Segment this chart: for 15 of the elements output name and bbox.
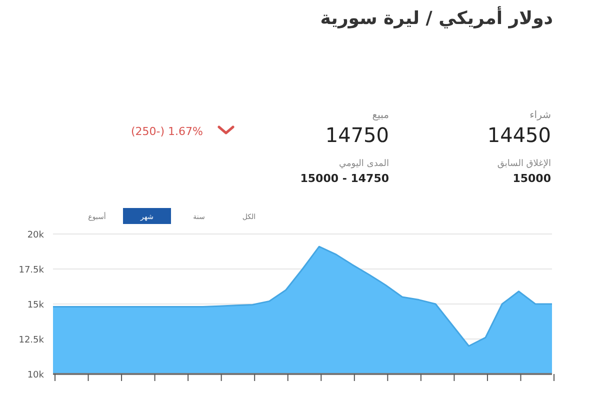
- y-tick-label: 20k: [27, 230, 45, 240]
- y-tick-label: 10k: [27, 370, 45, 380]
- text: (250-) 1.67%: [131, 125, 203, 138]
- text: 15000 - 14750: [300, 172, 390, 185]
- y-tick-label: 12.5k: [18, 336, 45, 346]
- text: 14450: [487, 123, 551, 147]
- text: 14750: [325, 123, 389, 147]
- text: شراء: [530, 110, 551, 121]
- text: المدى اليومي: [338, 159, 389, 169]
- text: مبيع: [372, 110, 389, 121]
- text: الإغلاق السابق: [497, 159, 551, 169]
- y-tick-label: 15k: [27, 300, 45, 310]
- chart-title: دولار أمريكي / ليرة سورية: [320, 6, 553, 29]
- text: 15000: [512, 172, 552, 185]
- y-tick-label: 17.5k: [18, 266, 45, 276]
